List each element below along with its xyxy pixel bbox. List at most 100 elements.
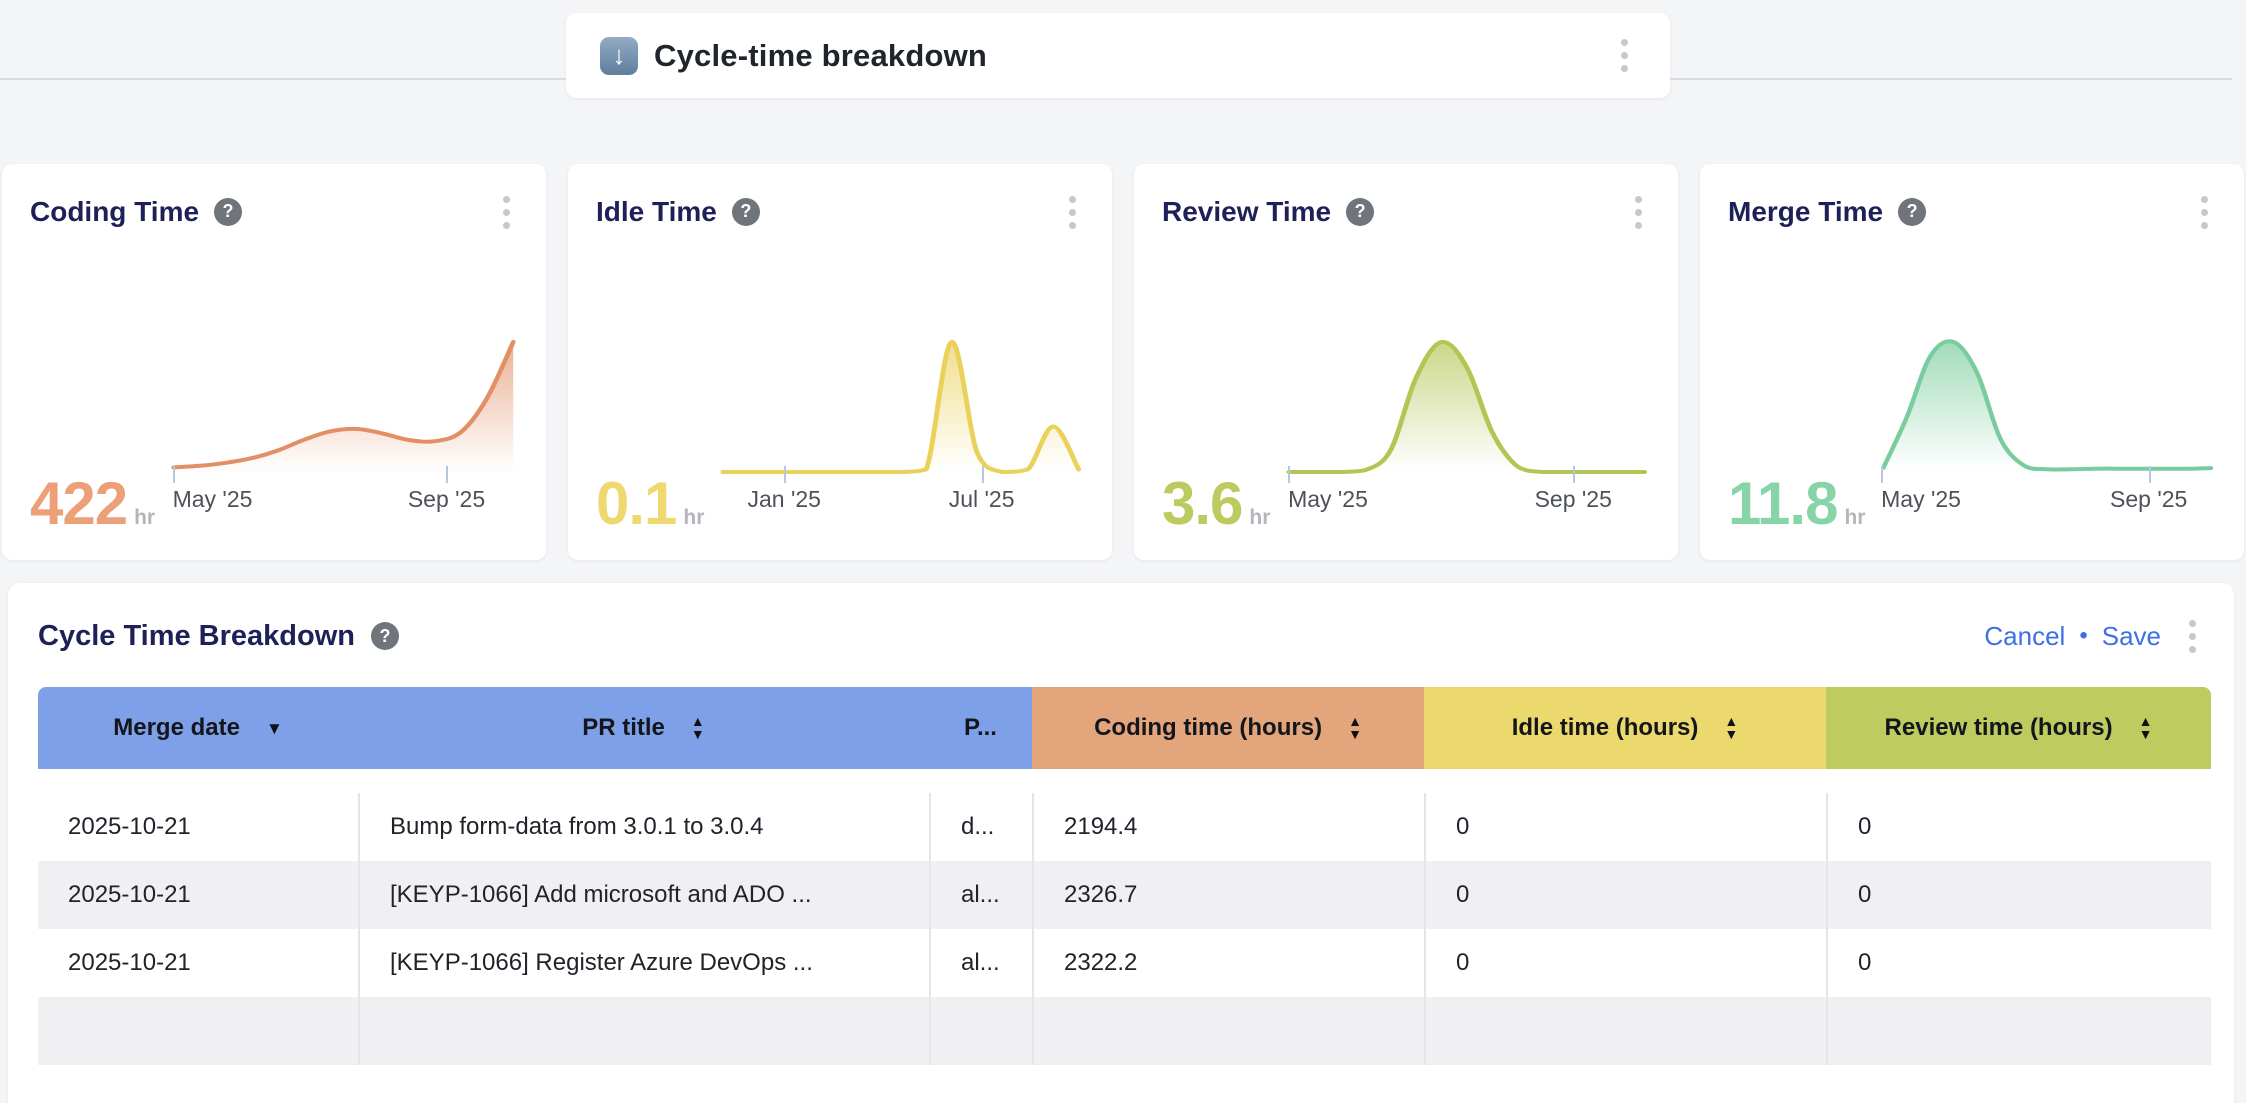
table-cell: [KEYP-1066] Add microsoft and ADO ... xyxy=(358,861,929,929)
cycle-time-breakdown-header-card: ↓ Cycle-time breakdown xyxy=(566,13,1670,98)
axis-tick-label: Sep '25 xyxy=(407,486,486,512)
sort-icon[interactable]: ▲ ▼ xyxy=(1348,714,1362,741)
table-card-header: Cycle Time Breakdown ? Cancel • Save xyxy=(38,611,2204,661)
metric-value: 0.1 hr xyxy=(596,469,704,538)
kebab-dot xyxy=(503,196,510,203)
table-cell: 0 xyxy=(1424,861,1826,929)
table-body: 2025-10-21 Bump form-data from 3.0.1 to 3… xyxy=(38,793,2211,1065)
axis-tick-mark xyxy=(1288,466,1291,483)
metric-value-unit: hr xyxy=(1844,506,1866,529)
table-cell xyxy=(929,997,1032,1065)
table-cell: Bump form-data from 3.0.1 to 3.0.4 xyxy=(358,793,929,861)
column-header-label: P... xyxy=(964,714,997,741)
axis-tick-mark xyxy=(2148,466,2151,483)
table-cell: al... xyxy=(929,861,1032,929)
metric-card-kebab-menu-icon[interactable] xyxy=(1061,192,1084,233)
metric-card-title: Idle Time xyxy=(596,195,717,227)
table-cell: d... xyxy=(929,793,1032,861)
table-cell: 0 xyxy=(1424,793,1826,861)
kebab-dot xyxy=(1069,209,1076,216)
metric-card-idle-time: Idle Time? 0.1 hr Jan '25 Jul '25 xyxy=(568,164,1112,560)
table-cell: [KEYP-1066] Register Azure DevOps ... xyxy=(358,929,929,997)
cycle-time-table: Merge date ▼ PR title ▲ ▼ P... Coding time (ho… xyxy=(38,687,2211,1065)
table-cell xyxy=(38,997,358,1065)
axis-tick-label: Sep '25 xyxy=(1534,486,1612,512)
table-cell: 2322.2 xyxy=(1032,929,1424,997)
axis-tick-mark xyxy=(981,466,984,483)
metric-cards-row: Coding Time? 422 hr May '25 Sep '25 Idle Time… xyxy=(2,164,2244,560)
kebab-dot xyxy=(1635,222,1642,229)
table-cell: 2025-10-21 xyxy=(68,813,191,840)
metric-card-body: 422 hr May '25 Sep '25 xyxy=(30,324,518,540)
sort-desc-icon[interactable]: ▼ xyxy=(265,718,283,738)
sparkline-chart xyxy=(720,339,1082,474)
help-icon[interactable]: ? xyxy=(370,622,399,650)
kebab-dot xyxy=(2201,209,2208,216)
sort-up-arrow: ▲ xyxy=(690,713,705,729)
column-header-merge-date[interactable]: Merge date ▼ xyxy=(38,687,358,769)
table-row-partial[interactable] xyxy=(38,997,2211,1065)
column-header-review-time-hours[interactable]: Review time (hours) ▲ ▼ xyxy=(1826,687,2211,769)
table-row[interactable]: 2025-10-21 [KEYP-1066] Register Azure Dev… xyxy=(38,929,2211,997)
metric-card-head: Idle Time? xyxy=(596,190,1084,233)
metric-value-unit: hr xyxy=(1249,506,1271,529)
metric-card-kebab-menu-icon[interactable] xyxy=(2193,192,2216,233)
axis-tick-mark xyxy=(1573,466,1576,483)
kebab-dot xyxy=(1069,222,1076,229)
kebab-dot xyxy=(503,209,510,216)
sparkline-chart xyxy=(171,340,516,472)
header-kebab-menu-icon[interactable] xyxy=(1613,35,1636,76)
metric-value-number: 3.6 xyxy=(1162,470,1243,537)
table-cell: 2194.4 xyxy=(1032,793,1424,861)
metric-card-head: Review Time? xyxy=(1162,190,1650,233)
axis-tick-mark xyxy=(446,466,449,483)
save-link[interactable]: Save xyxy=(2101,620,2161,651)
axis-tick-mark xyxy=(1881,466,1884,483)
table-row[interactable]: 2025-10-21 Bump form-data from 3.0.1 to 3… xyxy=(38,793,2211,861)
sort-icon[interactable]: ▲ ▼ xyxy=(690,713,705,741)
metric-card-head: Merge Time? xyxy=(1728,190,2216,233)
metric-value-unit: hr xyxy=(683,506,705,529)
table-cell: al... xyxy=(929,929,1032,997)
metric-card-merge-time: Merge Time? 11.8 hr May '25 Sep '25 xyxy=(1700,164,2244,560)
help-icon[interactable]: ? xyxy=(1346,197,1375,226)
kebab-dot xyxy=(2201,222,2208,229)
kebab-dot xyxy=(2201,196,2208,203)
help-icon[interactable]: ? xyxy=(1898,197,1927,226)
metric-card-kebab-menu-icon[interactable] xyxy=(495,192,518,233)
column-header-pr-title[interactable]: PR title ▲ ▼ xyxy=(358,687,929,769)
sort-icon[interactable]: ▲ ▼ xyxy=(1724,714,1738,741)
sparkline-area: May '25 Sep '25 xyxy=(1879,324,2216,540)
column-header-coding-time-hours[interactable]: Coding time (hours) ▲ ▼ xyxy=(1032,687,1424,769)
sparkline-chart xyxy=(1286,339,1648,474)
table-actions: Cancel • Save xyxy=(1984,621,2161,652)
column-header-label: PR title xyxy=(582,714,665,741)
down-arrow-icon: ↓ xyxy=(600,36,638,75)
metric-value-number: 422 xyxy=(30,470,128,537)
axis-tick-label: Jan '25 xyxy=(747,486,821,512)
table-kebab-menu-icon[interactable] xyxy=(2181,616,2204,657)
metric-card-title: Merge Time xyxy=(1728,195,1884,227)
metric-card-body: 0.1 hr Jan '25 Jul '25 xyxy=(596,324,1084,540)
page-title: Cycle-time breakdown xyxy=(654,37,988,73)
help-icon[interactable]: ? xyxy=(731,197,760,226)
metric-value-unit: hr xyxy=(134,506,156,529)
column-header-label: Review time (hours) xyxy=(1884,714,2113,741)
column-header-idle-time-hours[interactable]: Idle time (hours) ▲ ▼ xyxy=(1424,687,1826,769)
metric-card-head: Coding Time? xyxy=(30,190,518,233)
cancel-link[interactable]: Cancel xyxy=(1984,620,2066,651)
actions-separator: • xyxy=(2079,622,2088,649)
sparkline-area: May '25 Sep '25 xyxy=(1284,324,1650,540)
help-icon[interactable]: ? xyxy=(214,197,243,226)
metric-card-title: Review Time xyxy=(1162,195,1332,227)
kebab-dot xyxy=(503,222,510,229)
metric-value: 3.6 hr xyxy=(1162,469,1270,538)
metric-card-title: Coding Time xyxy=(30,195,200,227)
table-row[interactable]: 2025-10-21 [KEYP-1066] Add microsoft and … xyxy=(38,861,2211,929)
column-header-label: Coding time (hours) xyxy=(1094,714,1323,741)
table-header-row: Merge date ▼ PR title ▲ ▼ P... Coding time (ho… xyxy=(38,687,2211,769)
sort-icon[interactable]: ▲ ▼ xyxy=(2139,714,2153,741)
column-header-p[interactable]: P... xyxy=(929,687,1032,769)
metric-card-kebab-menu-icon[interactable] xyxy=(1627,192,1650,233)
axis-tick-mark xyxy=(172,466,175,483)
